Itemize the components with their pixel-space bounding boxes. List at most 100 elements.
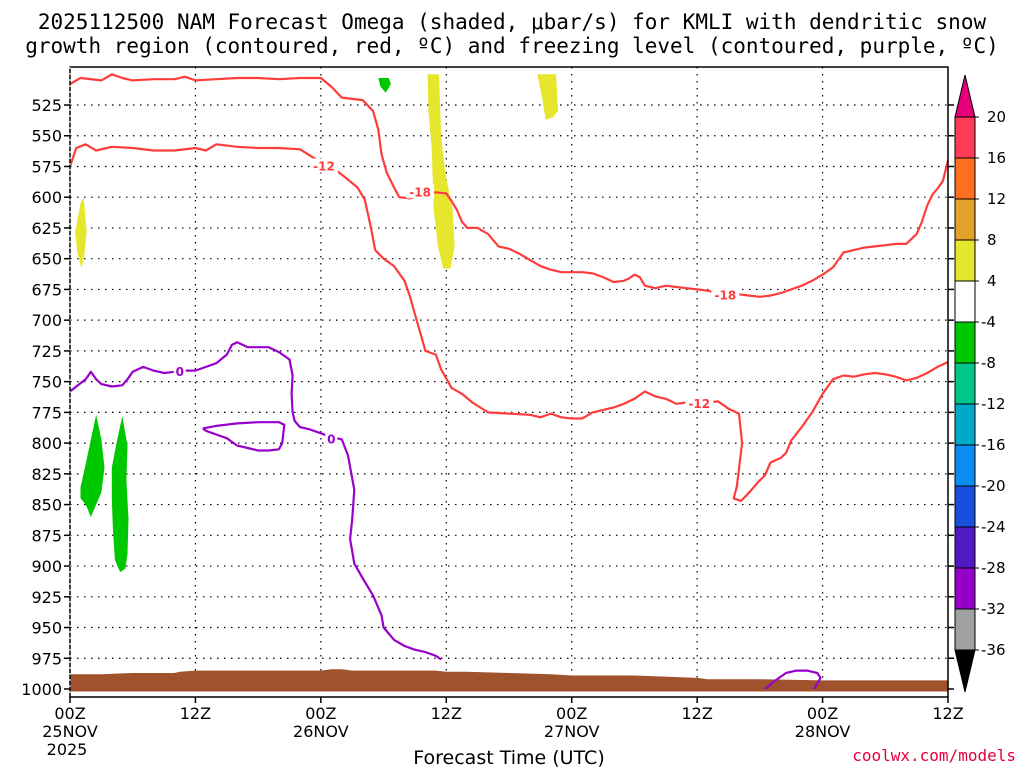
contour-label: 0 [327, 432, 335, 446]
omega-shade-region [75, 197, 87, 269]
y-tick-label: 850 [31, 496, 62, 515]
contour-line--18 [69, 73, 950, 298]
y-tick-label: 575 [31, 157, 62, 176]
y-tick-label: 725 [31, 342, 62, 361]
terrain-surface [70, 669, 948, 692]
y-tick-label: 750 [31, 373, 62, 392]
x-tick-label: 12Z [180, 704, 211, 723]
colorbar-label: 8 [987, 231, 997, 249]
x-tick-date: 25NOV [42, 722, 98, 741]
colorbar-swatch [954, 526, 976, 569]
contour-label-bg [325, 431, 338, 446]
colorbar-label: -8 [981, 354, 996, 372]
chart-title-line-1: 2025112500 NAM Forecast Omega (shaded, μ… [38, 10, 987, 34]
plot-frame [69, 66, 949, 698]
contour-label-bg [685, 395, 714, 410]
omega-shading [75, 74, 559, 573]
colorbar-label: 4 [987, 272, 997, 290]
contour-label: -18 [715, 289, 737, 303]
omega-shade-region [80, 414, 105, 517]
credit-text[interactable]: coolwx.com/models [852, 746, 1016, 765]
omega-shade-region [111, 416, 129, 573]
y-tick-label: 925 [31, 588, 62, 607]
x-tick-label: 12Z [431, 704, 462, 723]
colorbar-label: -24 [981, 518, 1006, 536]
colorbar-label: -28 [981, 559, 1006, 577]
colorbar-swatch [954, 157, 976, 200]
colorbar-label: -12 [981, 395, 1006, 413]
x-tick-date: 28NOV [795, 722, 851, 741]
x-tick-date: 26NOV [293, 722, 349, 741]
contour-line-0 [69, 341, 442, 661]
y-axis-ticks: 525 550 575 600 625 650 675 700 725 750 775 800 825 8… [21, 96, 954, 699]
colorbar-swatch [954, 280, 976, 323]
colorbar-bottom-arrow [954, 649, 976, 693]
chart-title-line-2: growth region (contoured, red, ºC) and f… [25, 34, 999, 58]
colorbar-swatch [954, 485, 976, 528]
colorbar-swatch [954, 362, 976, 405]
y-tick-label: 775 [31, 403, 62, 422]
x-tick-label: 12Z [932, 704, 963, 723]
contour-label: -12 [313, 159, 335, 173]
x-tick-label: 00Z [807, 704, 838, 723]
contour-label: -12 [688, 397, 710, 411]
y-tick-label: 825 [31, 465, 62, 484]
contour-label: -18 [409, 185, 431, 199]
x-tick-year: 2025 [47, 740, 88, 759]
y-tick-label: 800 [31, 434, 62, 453]
colorbar-label: 20 [987, 108, 1006, 126]
omega-shade-region [537, 74, 559, 120]
y-tick-label: 600 [31, 188, 62, 207]
y-tick-label: 950 [31, 619, 62, 638]
x-tick-label: 00Z [556, 704, 587, 723]
x-tick-date: 27NOV [544, 722, 600, 741]
contour-label-bg [173, 363, 186, 378]
contours: -12 -12 -18 -18 0 0 [68, 73, 950, 690]
colorbar-swatch [954, 321, 976, 364]
y-tick-label: 550 [31, 127, 62, 146]
y-tick-label: 675 [31, 280, 62, 299]
colorbar-swatch [954, 403, 976, 446]
contour-label-bg [309, 158, 338, 173]
y-tick-label: 700 [31, 311, 62, 330]
y-tick-label: 625 [31, 219, 62, 238]
colorbar-label: -36 [981, 641, 1006, 659]
colorbar-label: -20 [981, 477, 1006, 495]
colorbar-top-arrow [954, 74, 976, 118]
y-tick-label: 525 [31, 96, 62, 115]
omega-shade-region [427, 74, 455, 269]
colorbar-label: 16 [987, 149, 1006, 167]
colorbar-swatch [954, 444, 976, 487]
colorbar-swatch [954, 116, 976, 159]
x-axis-label: Forecast Time (UTC) [413, 747, 604, 768]
colorbar-swatch [954, 608, 976, 651]
x-tick-label: 12Z [681, 704, 712, 723]
contour-label: 0 [176, 365, 184, 379]
grid [70, 67, 948, 697]
contour-line-0 [764, 669, 822, 690]
contour-line--12 [68, 143, 949, 502]
colorbar-label: -16 [981, 436, 1006, 454]
y-tick-label: 900 [31, 557, 62, 576]
contour-label-bg [406, 184, 435, 199]
colorbar-swatch [954, 198, 976, 241]
plot-border [69, 66, 949, 698]
omega-shade-region [378, 78, 391, 93]
y-tick-label: 650 [31, 250, 62, 269]
contour-line-0 [202, 421, 286, 452]
colorbar-label: 12 [987, 190, 1006, 208]
colorbar-label: -4 [981, 313, 996, 331]
x-tick-label: 00Z [305, 704, 336, 723]
colorbar: 20 16 12 8 4 -4 -8 -12 -16 -20 -24 -28 -32 -36 [954, 74, 1006, 693]
contour-label-bg [711, 287, 740, 302]
y-tick-label: 875 [31, 526, 62, 545]
y-tick-label: 975 [31, 649, 62, 668]
terrain-fill [70, 669, 948, 692]
colorbar-swatch [954, 567, 976, 610]
x-tick-label: 00Z [54, 704, 85, 723]
colorbar-label: -32 [981, 600, 1006, 618]
y-tick-label: 1000 [21, 680, 62, 699]
colorbar-swatch [954, 239, 976, 282]
